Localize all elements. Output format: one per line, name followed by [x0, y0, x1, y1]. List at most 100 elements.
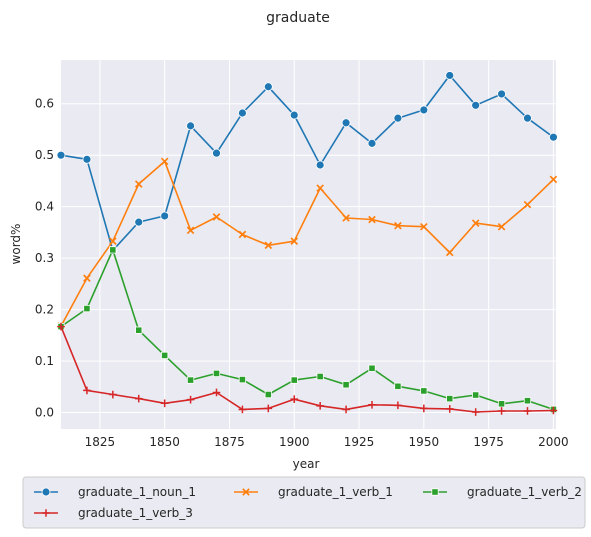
- data-point: [445, 248, 454, 257]
- data-point: [134, 394, 143, 403]
- y-axis-label: word%: [9, 224, 23, 265]
- y-tick-label: 0.3: [35, 251, 54, 265]
- data-point: [160, 399, 169, 408]
- y-tick-label: 0.0: [35, 406, 54, 420]
- data-point: [497, 407, 506, 415]
- data-point: [212, 369, 221, 378]
- data-point: [445, 405, 454, 413]
- data-point: [342, 214, 350, 222]
- data-point: [368, 364, 376, 372]
- data-point: [420, 222, 428, 231]
- x-tick-label: 2000: [538, 435, 569, 449]
- data-point: [316, 372, 324, 381]
- data-point: [523, 200, 532, 209]
- data-point: [212, 148, 221, 158]
- data-point: [109, 246, 117, 254]
- legend-item: graduate_1_verb_1: [234, 485, 393, 499]
- x-tick-label: 1925: [344, 435, 375, 449]
- data-point: [368, 401, 376, 409]
- data-point: [549, 406, 558, 415]
- data-point: [497, 222, 506, 231]
- data-point: [523, 397, 532, 405]
- series-lines: [56, 71, 558, 416]
- data-point: [160, 211, 170, 221]
- data-point: [471, 219, 480, 227]
- data-point: [341, 118, 351, 128]
- legend-marker: [242, 488, 250, 496]
- data-point: [83, 304, 91, 313]
- data-point: [264, 404, 273, 413]
- legend-marker: [431, 488, 439, 496]
- data-point: [472, 391, 480, 399]
- data-point: [161, 351, 169, 360]
- data-point: [471, 100, 481, 110]
- series-line: [60, 74, 554, 252]
- data-point: [109, 237, 117, 245]
- legend: graduate_1_noun_1 graduate_1_verb_1 gradua…: [22, 476, 586, 529]
- series-graduate_1_noun_1: [56, 71, 558, 255]
- x-tick-label: 1875: [214, 435, 245, 449]
- data-point: [160, 157, 169, 166]
- y-tick-label: 0.1: [35, 354, 54, 368]
- tick-labels: 1825 1850 1875 1900 1925 1950 1975 2000 0.0 0.1 0.…: [35, 97, 569, 449]
- data-point: [289, 110, 299, 120]
- data-point: [82, 154, 92, 164]
- data-point: [264, 241, 273, 250]
- data-point: [264, 390, 272, 399]
- x-tick-label: 1950: [409, 435, 440, 449]
- y-tick-label: 0.6: [35, 97, 54, 111]
- data-point: [445, 71, 455, 80]
- data-point: [186, 395, 195, 404]
- series-line: [60, 160, 554, 327]
- plot-background: [61, 60, 556, 429]
- x-tick-label: 1850: [149, 435, 180, 449]
- data-point: [212, 213, 221, 221]
- data-point: [497, 89, 506, 99]
- data-point: [212, 388, 221, 397]
- data-point: [186, 121, 195, 131]
- data-point: [316, 402, 324, 410]
- data-point: [315, 160, 325, 170]
- legend-label: graduate_1_verb_1: [278, 485, 393, 499]
- data-point: [134, 217, 144, 227]
- chart-title: graduate: [266, 10, 330, 26]
- data-point: [420, 404, 428, 413]
- data-point: [394, 401, 402, 410]
- data-point: [471, 408, 480, 416]
- data-point: [342, 381, 350, 389]
- data-point: [420, 387, 428, 395]
- data-point: [393, 113, 403, 123]
- legend-label: graduate_1_verb_3: [78, 506, 193, 520]
- data-point: [238, 230, 247, 239]
- data-point: [135, 326, 143, 334]
- legend-marker: [41, 487, 51, 497]
- data-point: [523, 407, 532, 415]
- y-tick-label: 0.4: [35, 200, 54, 214]
- data-point: [394, 382, 402, 390]
- series-graduate_1_verb_3: [57, 322, 558, 416]
- data-point: [186, 226, 195, 235]
- legend-marker: [42, 509, 50, 517]
- x-axis-label: year: [293, 457, 320, 471]
- x-tick-label: 1825: [85, 435, 116, 449]
- data-point: [83, 274, 91, 283]
- data-point: [549, 175, 558, 184]
- data-point: [549, 132, 558, 142]
- data-point: [263, 82, 273, 92]
- data-point: [316, 184, 324, 192]
- data-point: [83, 386, 91, 395]
- data-point: [238, 108, 247, 118]
- data-point: [238, 375, 247, 384]
- legend-item: graduate_1_verb_3: [34, 506, 193, 520]
- series-line: [60, 249, 554, 411]
- y-tick-label: 0.5: [35, 148, 54, 162]
- data-point: [367, 138, 377, 148]
- data-point: [290, 237, 299, 245]
- data-point: [57, 322, 65, 331]
- data-point: [368, 215, 376, 224]
- data-point: [186, 376, 195, 384]
- legend-label: graduate_1_verb_2: [467, 485, 582, 499]
- grid: [61, 60, 556, 429]
- data-point: [134, 180, 143, 188]
- legend-item: graduate_1_verb_2: [423, 485, 582, 499]
